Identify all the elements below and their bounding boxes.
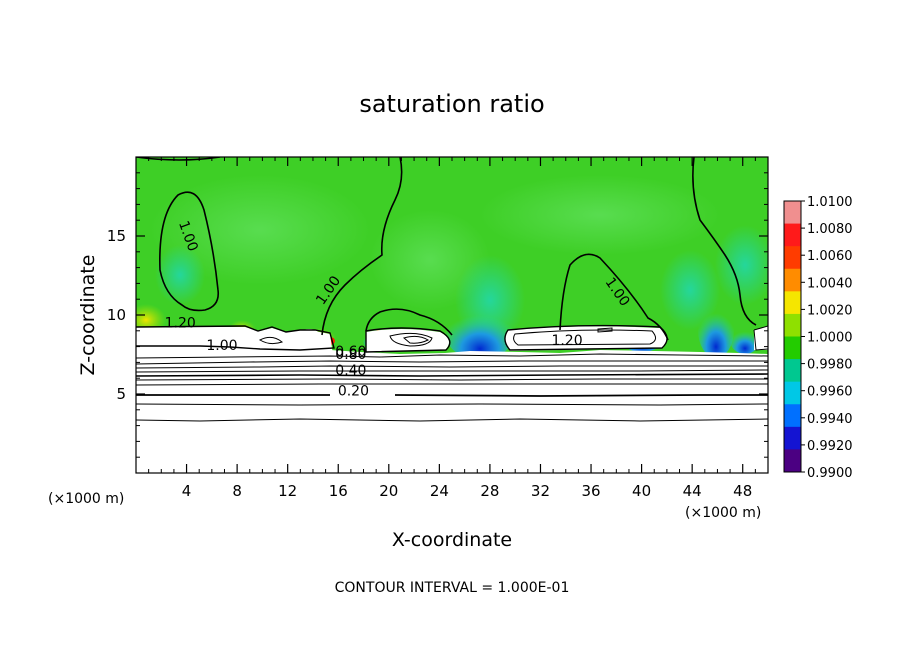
colorbar-label: 0.9900	[807, 466, 853, 481]
y-axis-title: Z-coordinate	[77, 255, 99, 376]
field-patch	[698, 302, 734, 358]
contour-label: 0.40	[335, 363, 366, 379]
x-tick-label: 44	[683, 482, 702, 500]
colorbar-swatch	[784, 404, 801, 428]
contour-line	[365, 327, 451, 353]
x-tick-label: 28	[480, 482, 499, 500]
field-patch	[730, 326, 760, 354]
colorbar-swatch	[784, 336, 801, 360]
contour-label: 0.80	[335, 347, 366, 363]
colorbar-swatch	[784, 359, 801, 383]
contour-interval-note: CONTOUR INTERVAL = 1.000E-01	[335, 580, 570, 596]
x-tick-label: 40	[632, 482, 651, 500]
field-patch	[155, 245, 205, 305]
field-patch	[150, 175, 370, 285]
y-axis: 5 10 15	[107, 172, 768, 458]
colorbar-swatch	[784, 223, 801, 247]
colorbar-label: 1.0020	[807, 303, 853, 318]
x-tick-label: 16	[329, 482, 348, 500]
x-tick-label: 48	[733, 482, 752, 500]
contour-line	[321, 157, 403, 336]
x-axis-title: X-coordinate	[392, 529, 512, 551]
x-tick-label: 12	[278, 482, 297, 500]
colorbar-label: 0.9960	[807, 385, 853, 400]
colorbar-swatch	[784, 268, 801, 292]
colorbar-label: 0.9940	[807, 412, 853, 427]
contour-line	[597, 327, 613, 333]
contour-label: 1.20	[165, 316, 196, 332]
contour-line	[513, 329, 656, 346]
contour-label: 1.20	[551, 333, 582, 349]
contour-line	[559, 253, 669, 341]
contour-line	[136, 353, 768, 359]
contour-line	[136, 325, 335, 351]
colorbar-label: 1.0100	[807, 195, 853, 210]
contour-line	[136, 383, 768, 386]
cloud-region	[754, 326, 768, 350]
contour-line	[136, 369, 768, 373]
y-tick-label: 15	[107, 227, 126, 245]
x-tick-label: 24	[430, 482, 449, 500]
colorbar-label: 1.0000	[807, 331, 853, 346]
contour-line	[136, 394, 768, 397]
contour-line	[389, 332, 433, 347]
colorbar-swatch	[784, 313, 801, 337]
colorbar-label: 1.0060	[807, 249, 853, 264]
colorbar-label: 1.0040	[807, 276, 853, 291]
field-patch	[715, 225, 768, 305]
colorbar-label: 0.9920	[807, 439, 853, 454]
contour-line	[136, 418, 768, 422]
cloud-region	[297, 329, 321, 345]
x-axis: 4 8 12 16 20 24 28 32 36 40 44 48	[148, 157, 756, 500]
colorbar-swatch	[784, 426, 801, 450]
contour-line	[258, 336, 284, 345]
contour-line	[692, 157, 757, 326]
contour-line	[159, 191, 220, 312]
field-patch	[445, 304, 515, 360]
colorbar-swatch	[784, 449, 801, 473]
colorbar: 1.0100 1.0080 1.0060 1.0040 1.0020 1.0000 0.99…	[783, 195, 853, 481]
contour-label: 1.00	[206, 338, 237, 354]
contour-lines	[136, 157, 768, 422]
colorbar-swatch	[784, 246, 801, 270]
subsaturated-region	[136, 350, 768, 473]
y-unit-label: (×1000 m)	[48, 491, 124, 507]
x-unit-label: (×1000 m)	[685, 505, 761, 521]
field-patch	[480, 175, 720, 255]
colorbar-label: 0.9980	[807, 358, 853, 373]
chart-title: saturation ratio	[359, 90, 544, 118]
colorbar-swatch	[784, 381, 801, 405]
plot-area	[136, 157, 768, 473]
x-tick-label: 32	[531, 482, 550, 500]
colorbar-label: 1.0080	[807, 222, 853, 237]
contour-line	[136, 360, 768, 365]
colorbar-swatch	[784, 201, 801, 225]
colorbar-swatch	[784, 291, 801, 315]
contour-line	[753, 325, 768, 351]
cloud-region	[136, 327, 333, 355]
y-tick-label: 5	[116, 385, 126, 403]
contour-label: 0.60	[335, 344, 366, 360]
contour-line	[365, 308, 453, 336]
contour-line	[136, 378, 768, 381]
x-tick-label: 8	[232, 482, 242, 500]
contour-label: 0.20	[338, 384, 369, 400]
contour-line	[136, 365, 768, 369]
y-tick-label: 10	[107, 306, 126, 324]
x-tick-label: 36	[581, 482, 600, 500]
x-tick-label: 4	[182, 482, 192, 500]
x-tick-label: 20	[379, 482, 398, 500]
contour-line	[136, 373, 768, 377]
contour-line	[136, 403, 768, 406]
contour-line	[402, 335, 430, 344]
